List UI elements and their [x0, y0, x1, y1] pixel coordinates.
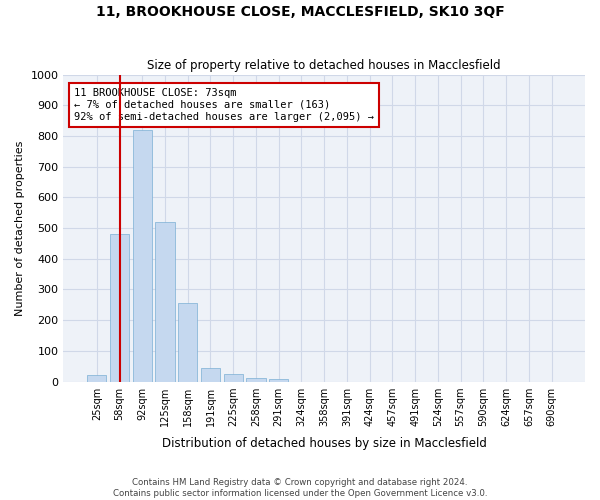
- Bar: [87, 376, 106, 382]
- Text: 11 BROOKHOUSE CLOSE: 73sqm
← 7% of detached houses are smaller (163)
92% of semi: 11 BROOKHOUSE CLOSE: 73sqm ← 7% of detac…: [74, 88, 374, 122]
- Bar: [110, 234, 129, 382]
- Bar: [178, 303, 197, 382]
- X-axis label: Distribution of detached houses by size in Macclesfield: Distribution of detached houses by size …: [162, 437, 487, 450]
- Bar: [224, 374, 243, 382]
- Text: Contains HM Land Registry data © Crown copyright and database right 2024.
Contai: Contains HM Land Registry data © Crown c…: [113, 478, 487, 498]
- Bar: [247, 378, 266, 382]
- Text: 11, BROOKHOUSE CLOSE, MACCLESFIELD, SK10 3QF: 11, BROOKHOUSE CLOSE, MACCLESFIELD, SK10…: [95, 5, 505, 19]
- Bar: [133, 130, 152, 382]
- Y-axis label: Number of detached properties: Number of detached properties: [15, 140, 25, 316]
- Title: Size of property relative to detached houses in Macclesfield: Size of property relative to detached ho…: [148, 59, 501, 72]
- Bar: [269, 379, 289, 382]
- Bar: [201, 368, 220, 382]
- Bar: [155, 222, 175, 382]
